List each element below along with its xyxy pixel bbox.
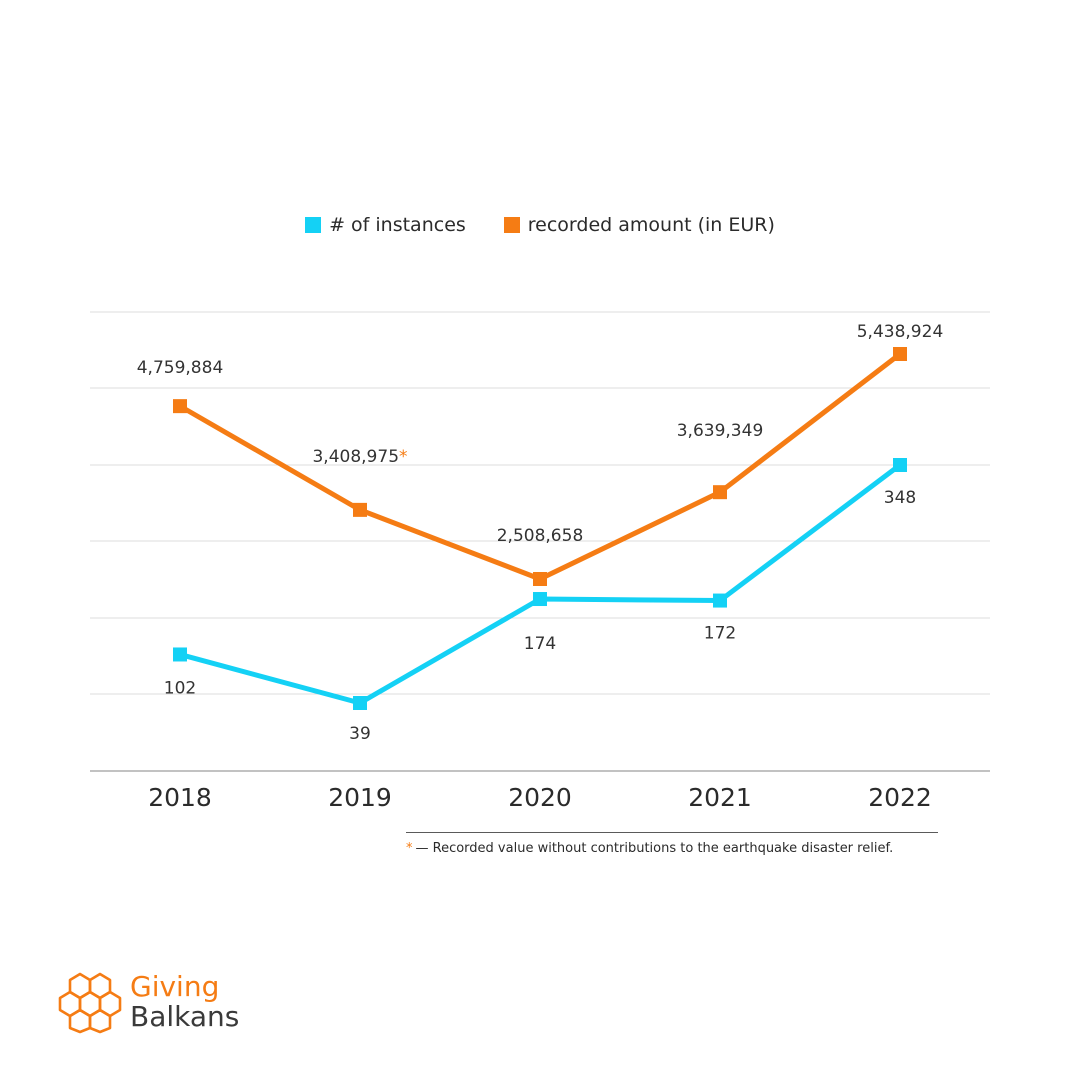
data-label-amount: 2,508,658 xyxy=(497,526,584,546)
x-tick-label: 2022 xyxy=(868,783,932,812)
brand-wordmark: Giving Balkans xyxy=(130,972,239,1032)
honeycomb-logo-icon xyxy=(58,972,122,1034)
data-point-instances xyxy=(533,592,547,607)
data-point-instances xyxy=(713,593,727,608)
footnote: * — Recorded value without contributions … xyxy=(406,841,893,856)
data-label-instances: 39 xyxy=(349,724,371,744)
x-tick-label: 2020 xyxy=(508,783,572,812)
data-label-amount: 5,438,924 xyxy=(857,322,944,342)
legend-swatch-amount xyxy=(503,217,520,233)
legend-item-amount: recorded amount (in EUR) xyxy=(503,214,775,236)
data-point-amount xyxy=(173,399,187,414)
gridlines xyxy=(90,311,990,772)
legend: # of instances recorded amount (in EUR) xyxy=(0,214,1080,236)
x-tick-label: 2021 xyxy=(688,783,752,812)
data-point-instances xyxy=(353,696,367,710)
data-point-instances xyxy=(173,647,187,662)
data-point-instances xyxy=(893,458,907,472)
series xyxy=(173,347,907,710)
data-labels: 102 39 174 172 348 4,759,884 3,408,975* 2,508,6… xyxy=(137,322,944,744)
footnote-text: — Recorded value without contributions t… xyxy=(415,841,894,856)
data-label-instances: 172 xyxy=(704,624,736,644)
data-label-instances: 348 xyxy=(884,488,916,508)
legend-swatch-instances xyxy=(305,217,322,233)
data-label-instances: 102 xyxy=(164,678,196,698)
brand-name-line2: Balkans xyxy=(130,1000,240,1033)
data-label-amount: 3,639,349 xyxy=(677,421,764,441)
x-tick-label: 2018 xyxy=(148,783,212,812)
legend-label-amount: recorded amount (in EUR) xyxy=(527,214,775,236)
x-axis: 2018 2019 2020 2021 2022 xyxy=(148,783,932,812)
data-point-amount xyxy=(713,485,727,500)
data-point-amount xyxy=(353,502,367,517)
brand-name-line1: Giving xyxy=(130,970,220,1003)
legend-item-instances: # of instances xyxy=(305,214,466,236)
x-tick-label: 2019 xyxy=(328,783,392,812)
data-label-amount: 4,759,884 xyxy=(137,358,224,378)
data-point-amount xyxy=(893,347,907,361)
footnote-divider xyxy=(406,832,938,833)
legend-label-instances: # of instances xyxy=(329,214,466,236)
footnote-marker: * xyxy=(406,841,413,856)
data-label-instances: 174 xyxy=(524,634,556,654)
data-point-amount xyxy=(533,572,547,586)
brand-logo: Giving Balkans xyxy=(56,970,239,1034)
data-label-amount: 3,408,975* xyxy=(312,447,407,467)
